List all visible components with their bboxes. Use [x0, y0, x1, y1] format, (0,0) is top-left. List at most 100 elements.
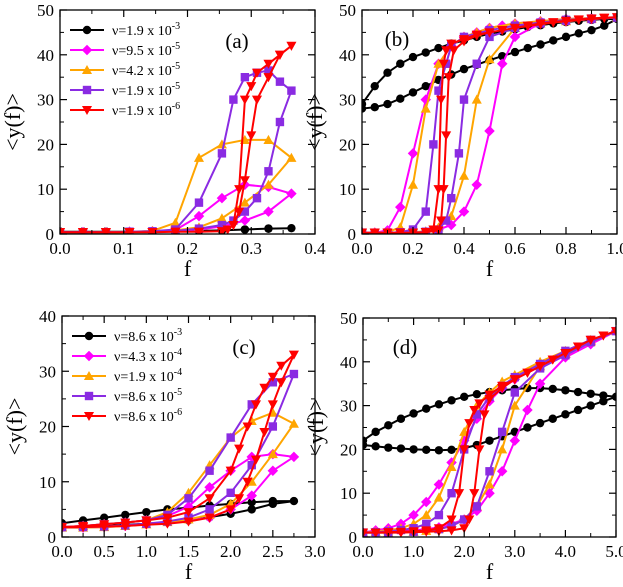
y-tick-label: 30: [339, 91, 356, 110]
y-tick-label: 40: [340, 353, 357, 372]
legend-label: ν=1.9 x 10-4: [114, 367, 182, 385]
legend-label: ν=4.2 x 10-5: [112, 61, 180, 79]
data-point: [251, 95, 263, 105]
y-tick-label: 20: [37, 135, 54, 154]
data-point: [288, 451, 300, 463]
data-point: [464, 515, 475, 525]
data-point: [458, 37, 470, 47]
data-point: [264, 224, 273, 233]
legend-text: ν=8.6 x 10: [114, 410, 174, 425]
data-point: [484, 28, 495, 38]
data-point: [286, 41, 297, 51]
data-point: [536, 40, 545, 49]
data-point: [395, 201, 406, 213]
data-point: [458, 206, 470, 217]
data-point: [142, 507, 151, 517]
x-axis-label: f: [486, 559, 494, 584]
x-tick-label: 3.0: [504, 542, 525, 561]
data-point: [383, 68, 392, 77]
data-point: [370, 528, 381, 537]
data-point: [264, 66, 273, 75]
data-point: [509, 31, 521, 43]
data-point: [99, 513, 109, 522]
data-point: [263, 134, 274, 144]
legend-marker: [81, 105, 93, 116]
legend-marker: [82, 25, 92, 35]
panel-label: (b): [385, 27, 410, 51]
data-point: [522, 22, 533, 32]
x-axis-label: f: [486, 256, 494, 281]
data-point: [472, 410, 482, 419]
data-point: [162, 513, 173, 523]
data-point: [162, 519, 173, 529]
data-point: [193, 210, 205, 222]
y-axis-label: <y(f)>: [302, 93, 327, 151]
series-group: [60, 41, 297, 234]
x-tick-label: 0.0: [352, 542, 373, 561]
data-point: [267, 449, 278, 459]
y-tick-label: 30: [39, 362, 56, 381]
data-point: [170, 227, 181, 234]
x-tick-label: 0.8: [555, 239, 576, 258]
data-point: [141, 520, 152, 530]
data-point: [147, 228, 158, 234]
data-point: [239, 197, 250, 207]
x-tick-label: 0.0: [49, 239, 70, 258]
data-point: [409, 445, 418, 454]
data-point: [535, 362, 546, 372]
data-point: [268, 378, 278, 387]
data-point: [523, 423, 532, 432]
x-tick-label: 1.0: [606, 239, 623, 258]
data-point: [183, 508, 194, 518]
data-point: [548, 414, 557, 423]
data-point: [205, 505, 214, 514]
data-point: [288, 418, 299, 428]
data-point: [121, 510, 130, 520]
data-point: [268, 422, 278, 431]
data-point: [408, 509, 419, 521]
data-point: [471, 31, 482, 41]
legend-marker: [81, 64, 93, 75]
legend-exponent: -3: [174, 327, 182, 338]
data-point: [586, 389, 595, 398]
x-axis-label: f: [184, 256, 192, 281]
data-point: [460, 392, 469, 402]
legend-text: ν=9.5 x 10: [112, 44, 172, 59]
data-point: [240, 225, 250, 234]
data-point: [369, 228, 380, 234]
y-axis-label: <y(f)>: [303, 399, 328, 457]
x-tick-label: 0.2: [177, 239, 198, 258]
data-point: [371, 427, 380, 437]
data-point: [433, 492, 444, 502]
y-tick-label: 10: [39, 473, 56, 492]
legend-exponent: -5: [172, 41, 180, 52]
data-point: [438, 185, 449, 195]
data-point: [471, 94, 482, 104]
data-point: [362, 104, 367, 113]
data-point: [184, 494, 193, 503]
data-point: [396, 59, 405, 68]
legend-label: ν=8.6 x 10-3: [114, 327, 182, 345]
data-point: [472, 502, 482, 511]
data-point: [396, 444, 406, 453]
series-line: [60, 69, 293, 234]
data-point: [474, 445, 485, 455]
data-point: [585, 335, 596, 345]
legend-text: ν=8.6 x 10: [114, 390, 174, 405]
data-point: [434, 510, 444, 520]
data-point: [276, 361, 287, 371]
legend-label: ν=8.6 x 10-5: [114, 387, 182, 405]
data-point: [383, 528, 394, 537]
data-point: [446, 515, 457, 525]
data-point: [239, 215, 251, 226]
data-point: [469, 489, 480, 499]
data-point: [497, 58, 508, 70]
data-point: [252, 193, 262, 203]
data-point: [216, 227, 227, 234]
data-point: [409, 409, 418, 418]
data-point: [124, 228, 135, 234]
data-point: [250, 455, 262, 465]
data-point: [246, 131, 257, 141]
data-point: [422, 519, 431, 529]
data-point: [561, 386, 570, 395]
